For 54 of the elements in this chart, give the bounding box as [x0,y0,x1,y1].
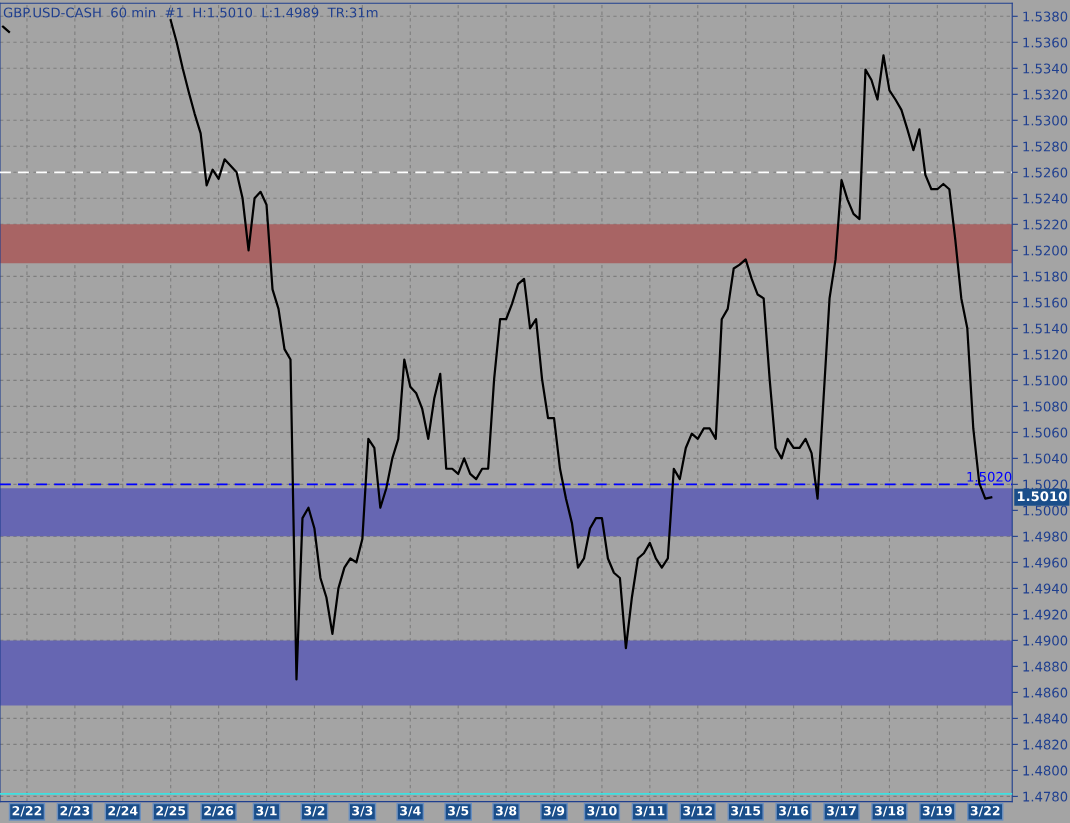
y-tick-label: 1.5080 [1023,401,1068,412]
y-tick-label: 1.4780 [1023,791,1068,802]
y-tick-label: 1.5100 [1023,375,1068,386]
text: 1.5010 [1017,491,1067,502]
y-tick-label: 1.4940 [1023,583,1068,594]
y-tick-label: 1.5260 [1023,167,1068,178]
x-tick-label: 3/9 [543,805,565,817]
x-tick-label: 3/2 [304,805,325,817]
y-tick-label: 1.5240 [1023,193,1068,204]
x-tick-label: 3/17 [827,805,856,817]
x-tick-label: 3/19 [922,805,952,817]
x-tick-label: 3/22 [970,805,1000,817]
x-tick-label: 3/12 [683,805,713,817]
x-tick-label: 3/11 [635,805,665,817]
y-tick-label: 1.5360 [1023,37,1068,48]
y-tick-label: 1.4980 [1023,531,1068,542]
y-tick-label: 1.4920 [1023,609,1068,620]
y-tick-label: 1.4820 [1023,739,1068,750]
y-tick-label: 1.5160 [1023,297,1068,308]
y-tick-label: 1.5380 [1023,11,1068,22]
y-tick-label: 1.5280 [1023,141,1068,152]
y-tick-label: 1.5320 [1023,89,1068,100]
y-tick-label: 1.5120 [1023,349,1068,360]
x-tick-label: 3/1 [256,805,277,817]
y-tick-label: 1.5300 [1023,115,1068,126]
x-tick-label: 3/8 [495,805,517,817]
x-tick-label: 2/22 [12,805,42,817]
x-tick-label: 2/25 [156,805,186,817]
x-tick-label: 2/26 [204,805,234,817]
x-tick-label: 3/15 [731,805,761,817]
y-tick-label: 1.4900 [1023,635,1068,646]
x-tick-label: 3/10 [587,805,617,817]
x-tick-label: 2/23 [60,805,90,817]
x-tick-label: 3/18 [874,805,904,817]
x-tick-label: 3/16 [779,805,809,817]
y-tick-label: 1.5200 [1023,245,1068,256]
y-tick-label: 1.4840 [1023,713,1068,724]
x-tick-label: 3/4 [400,805,421,817]
chart-title: GBP.USD-CASH 60 min #1 H:1.5010 L:1.4989 TR:31m [3,7,378,18]
y-tick-label: 1.5020 [1023,479,1068,490]
y-tick-label: 1.4800 [1023,765,1068,776]
y-tick-label: 1.4860 [1023,687,1068,698]
x-tick-label: 2/24 [108,805,138,817]
y-tick-label: 1.5040 [1023,453,1068,464]
y-tick-label: 1.5340 [1023,63,1068,74]
y-tick-label: 1.5220 [1023,219,1068,230]
y-tick-label: 1.5060 [1023,427,1068,438]
y-tick-label: 1.5140 [1023,323,1068,334]
x-tick-label: 3/5 [448,805,469,817]
y-tick-label: 1.5180 [1023,271,1068,282]
x-tick-label: 3/3 [352,805,373,817]
y-tick-label: 1.4960 [1023,557,1068,568]
y-tick-label: 1.4880 [1023,661,1068,672]
y-tick-label: 1.5000 [1023,505,1068,516]
